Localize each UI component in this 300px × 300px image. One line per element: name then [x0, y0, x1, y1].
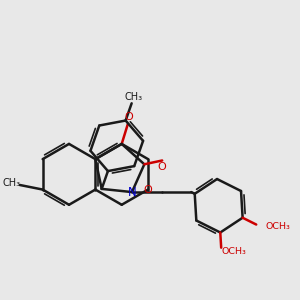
- Text: O: O: [144, 184, 152, 195]
- Text: O: O: [124, 112, 133, 122]
- Text: O: O: [157, 162, 166, 172]
- Text: N: N: [128, 186, 136, 199]
- Text: OCH₃: OCH₃: [222, 247, 247, 256]
- Text: CH₃: CH₃: [125, 92, 143, 102]
- Text: OCH₃: OCH₃: [266, 222, 291, 231]
- Text: CH₃: CH₃: [2, 178, 20, 188]
